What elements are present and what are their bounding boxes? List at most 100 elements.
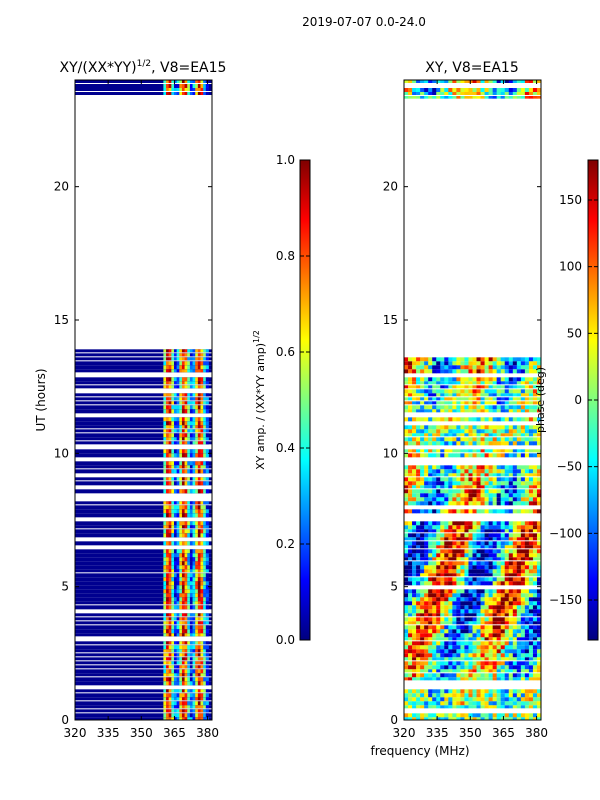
heat-cell xyxy=(176,601,180,605)
heat-cell xyxy=(504,525,510,530)
heat-cell xyxy=(464,441,469,446)
heat-row-bg xyxy=(75,365,212,370)
heat-cell xyxy=(424,92,429,95)
heat-cell xyxy=(404,661,409,666)
heat-cell xyxy=(472,669,477,673)
heat-cell xyxy=(428,589,433,594)
heat-cell xyxy=(432,493,437,498)
heat-cell xyxy=(468,429,473,434)
heat-cell xyxy=(187,425,191,429)
heat-cell xyxy=(408,537,413,541)
heat-cell xyxy=(428,693,433,698)
heat-cell xyxy=(448,497,453,502)
heat-cell xyxy=(176,513,180,518)
heat-cell xyxy=(166,477,170,481)
heat-cell xyxy=(166,385,170,389)
heat-cell xyxy=(192,617,196,621)
heat-cell xyxy=(464,397,469,401)
heat-cell xyxy=(424,437,429,442)
heat-cell xyxy=(166,645,170,650)
heat-cell xyxy=(480,581,485,586)
heat-cell xyxy=(444,605,449,610)
heat-cell xyxy=(536,469,542,474)
heat-cell xyxy=(496,669,502,673)
heat-cell xyxy=(528,473,534,477)
heat-cell xyxy=(432,529,437,533)
heat-cell xyxy=(516,637,522,641)
heat-cell xyxy=(404,385,409,389)
heat-cell xyxy=(436,361,441,366)
heat-cell xyxy=(504,717,510,720)
heat-cell xyxy=(168,665,172,669)
heat-cell xyxy=(472,361,477,366)
heat-cell xyxy=(412,377,417,382)
heat-cell xyxy=(173,449,178,454)
heat-row-bg xyxy=(75,381,212,385)
heat-cell xyxy=(468,693,473,698)
heat-cell xyxy=(480,677,485,681)
heat-cell xyxy=(200,477,204,481)
heat-cell xyxy=(464,637,469,641)
heat-cell xyxy=(197,533,201,538)
heat-cell xyxy=(516,437,522,442)
heat-cell xyxy=(168,385,172,389)
heat-cell xyxy=(187,717,191,720)
heat-cell xyxy=(464,525,469,530)
heat-cell xyxy=(203,417,207,422)
heat-cell xyxy=(173,509,178,514)
heat-cell xyxy=(476,477,481,482)
heat-cell xyxy=(452,493,457,498)
heat-cell xyxy=(424,521,429,526)
heat-cell xyxy=(163,92,167,95)
heat-cell xyxy=(516,417,522,422)
heat-cell xyxy=(205,449,209,454)
heat-cell xyxy=(504,593,510,598)
heat-cell xyxy=(448,677,453,681)
heat-cell xyxy=(408,621,413,625)
heat-cell xyxy=(496,485,502,489)
heat-cell xyxy=(484,381,489,385)
heat-cell xyxy=(520,677,526,681)
heat-cell xyxy=(424,657,429,661)
heat-cell xyxy=(184,621,188,625)
heat-cell xyxy=(420,545,425,549)
heat-cell xyxy=(484,609,489,614)
heat-cell xyxy=(189,633,193,637)
heat-cell xyxy=(436,453,441,458)
heat-cell xyxy=(532,569,538,574)
heat-cell xyxy=(444,637,449,641)
heat-cell xyxy=(464,557,469,561)
heat-cell xyxy=(520,441,526,446)
heat-cell xyxy=(192,421,196,426)
heat-cell xyxy=(432,561,437,566)
heat-cell xyxy=(173,717,178,720)
heat-cell xyxy=(173,629,178,634)
heat-cell xyxy=(448,397,453,401)
heat-cell xyxy=(504,545,510,549)
heat-cell xyxy=(484,597,489,602)
heat-row-bg xyxy=(75,88,212,91)
heat-cell xyxy=(187,477,191,481)
heat-cell xyxy=(187,593,191,598)
heat-cell xyxy=(504,437,510,442)
heat-cell xyxy=(197,349,201,353)
heat-cell xyxy=(205,553,209,558)
heat-cell xyxy=(200,449,204,454)
heat-cell xyxy=(200,573,204,578)
heat-cell xyxy=(508,96,514,99)
heat-cell xyxy=(197,557,201,562)
heat-cell xyxy=(512,477,518,482)
heat-cell xyxy=(484,497,489,502)
heat-cell xyxy=(504,509,510,514)
heat-cell xyxy=(536,713,542,718)
heat-cell xyxy=(484,425,489,430)
heat-cell xyxy=(472,405,477,410)
heat-cell xyxy=(500,409,506,413)
heat-cell xyxy=(192,88,196,91)
heat-cell xyxy=(192,621,196,625)
heat-cell xyxy=(500,96,506,99)
heat-cell xyxy=(189,541,193,546)
heat-cell xyxy=(163,349,167,353)
heat-cell xyxy=(536,541,542,546)
heat-cell xyxy=(524,673,530,678)
